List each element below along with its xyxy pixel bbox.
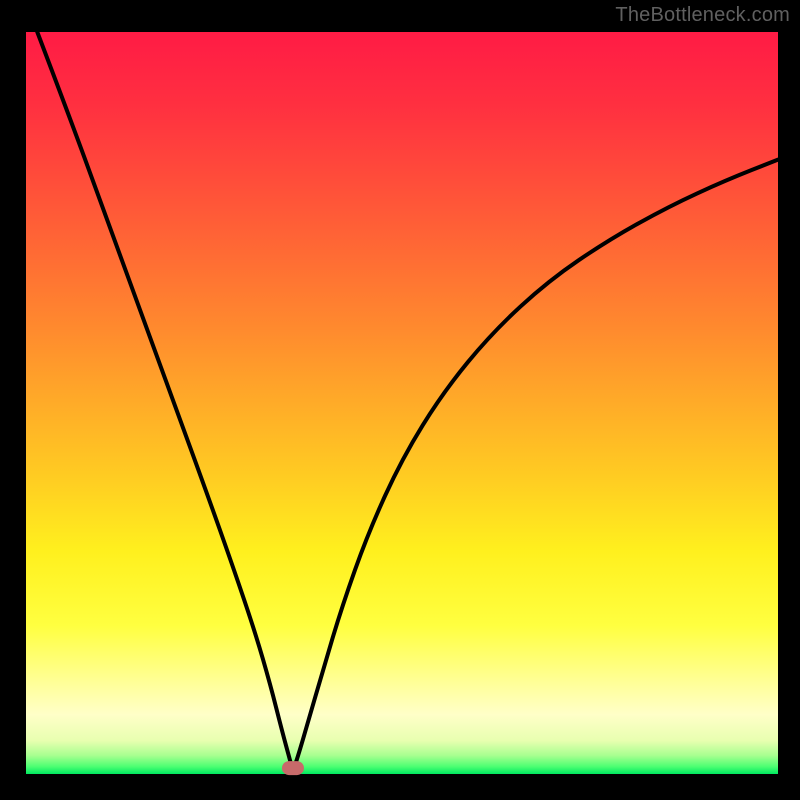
chart-svg	[0, 0, 800, 800]
watermark-text: TheBottleneck.com	[615, 4, 790, 27]
optimum-marker	[282, 761, 304, 775]
gradient-background	[26, 32, 778, 774]
chart-container: TheBottleneck.com	[0, 0, 800, 800]
